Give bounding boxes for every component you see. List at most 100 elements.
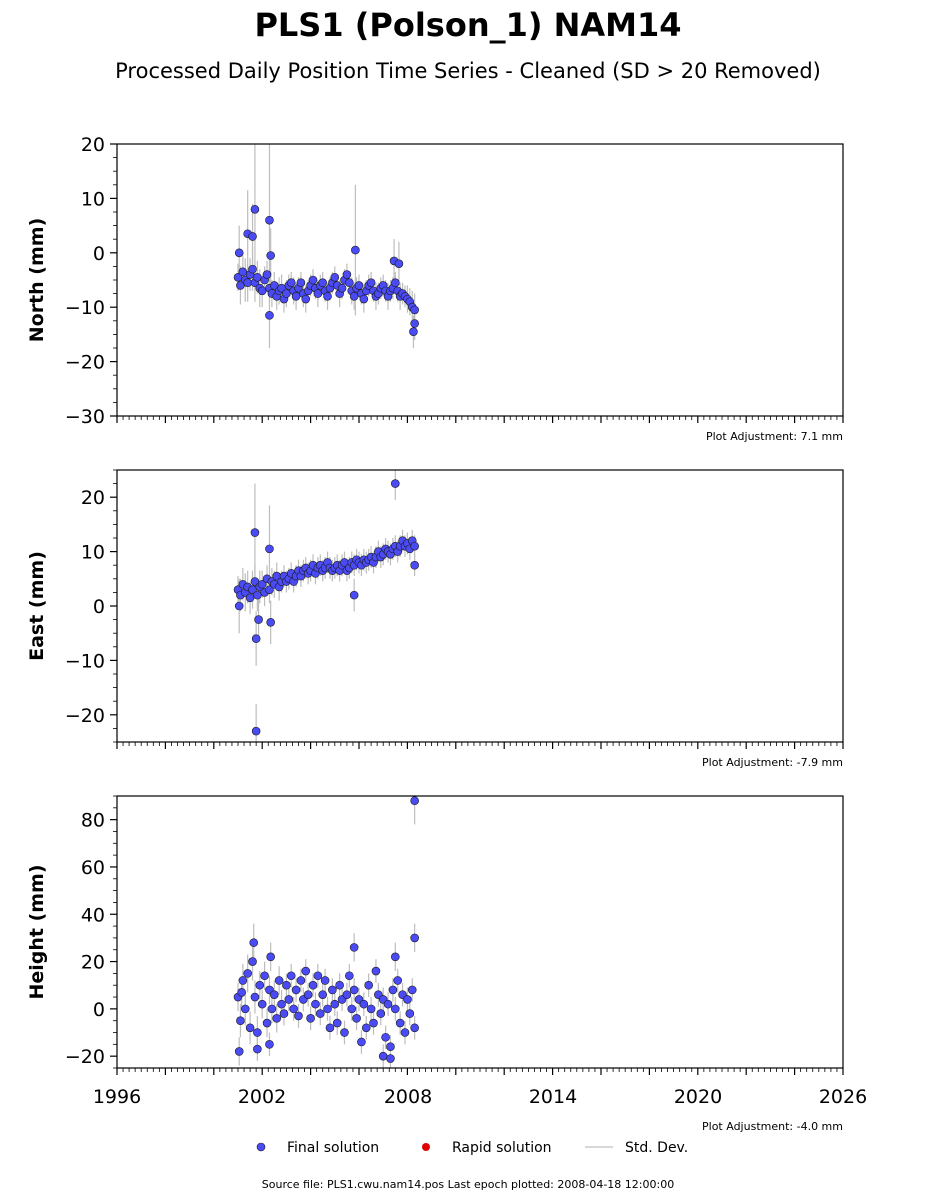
data-point [250,528,260,537]
data-point [335,980,344,990]
data-point [291,985,301,995]
data-point [330,999,340,1009]
data-point [340,1028,349,1037]
data-point [376,1009,386,1018]
plot-area-height [233,796,419,1068]
y-axis-label-north: North (mm) [26,218,48,343]
data-point [393,976,403,985]
y-tick-label: 0 [93,243,105,265]
data-point [265,585,274,594]
legend-final-marker [256,1142,266,1152]
data-point [238,267,248,277]
data-point [265,311,274,320]
x-tick-label-2008: 2008 [384,1086,432,1108]
data-point [381,1032,390,1042]
data-point [318,278,328,288]
data-point [369,1018,378,1028]
y-tick-label: −10 [65,650,105,672]
data-point [349,985,359,995]
y-tick-label: 80 [81,810,105,832]
figure-subtitle: Processed Daily Position Time Series - C… [115,59,821,83]
data-point [262,270,272,279]
data-point [284,995,294,1004]
data-point [388,985,398,995]
data-point [410,1023,419,1033]
data-point [243,278,252,288]
data-point [291,292,301,301]
data-point [251,634,261,643]
y-axis-label-east: East (mm) [26,551,48,661]
panel-east: −20 −10 0 10 20 East (mm) Plot Adjustment: -7.… [26,469,844,769]
data-point [279,1009,289,1018]
y-axis-label-height: Height (mm) [26,864,48,999]
data-point [234,248,244,258]
data-point [352,1014,361,1023]
legend-rapid-label: Rapid solution [452,1140,552,1156]
data-point [253,590,262,600]
data-point [237,988,246,997]
data-point [410,933,419,943]
data-point [243,969,252,978]
data-point [323,1004,332,1014]
axes-frame [116,143,844,417]
data-point [257,286,267,296]
data-point [301,966,311,976]
plot-adjustment-note: Plot Adjustment: -7.9 mm [702,756,843,769]
data-point [262,1018,272,1028]
data-point [266,952,275,962]
panel-height: −20 0 20 40 60 80 Height (mm) Plot Adjustment: … [26,795,844,1133]
data-point [390,952,400,962]
data-point [238,976,248,985]
y-tick-label: 0 [93,999,105,1021]
data-point [255,980,265,990]
data-point [265,544,274,554]
data-point [274,976,284,985]
data-point [410,319,419,328]
data-point [407,985,417,995]
data-point [253,1028,262,1037]
data-point [245,1023,255,1033]
data-point [325,1023,335,1033]
data-point [359,294,369,304]
data-point [364,980,373,990]
data-point [260,971,269,981]
y-tick-label: 40 [81,904,105,926]
data-point [250,992,260,1002]
y-tick-label: 0 [93,596,105,618]
data-point [313,289,323,298]
data-point [378,1051,388,1061]
data-point [315,1009,325,1018]
data-point [272,1014,282,1023]
data-point [349,590,359,600]
data-point [332,1018,342,1028]
data-point [308,980,318,990]
data-point [345,971,354,981]
plot-area-north [233,144,419,348]
x-tick-label-2002: 2002 [238,1086,286,1108]
data-point [257,999,267,1009]
data-point [342,270,352,279]
data-point [386,1042,395,1052]
data-point [349,943,359,952]
y-tick-label: 20 [81,952,105,974]
footer-source: Source file: PLS1.cwu.nam14.pos Last epo… [262,1178,674,1191]
plot-adjustment-note: Plot Adjustment: -4.0 mm [702,1120,843,1133]
data-point [286,971,296,981]
data-point [248,264,257,274]
data-point [330,272,340,282]
data-point [390,1004,400,1014]
axes-frame [116,469,844,743]
data-point [234,1047,244,1056]
data-point [390,479,400,488]
data-point [282,289,291,298]
data-point [266,251,275,260]
legend: Final solution Rapid solution Std. Dev. [256,1140,688,1156]
legend-rapid-marker [422,1143,430,1151]
data-point [251,726,261,736]
data-point [234,601,244,611]
y-tick-label: −20 [65,705,105,727]
y-tick-label: 20 [81,134,105,156]
data-point [318,990,328,999]
legend-final-label: Final solution [287,1140,379,1156]
data-point [296,976,306,985]
